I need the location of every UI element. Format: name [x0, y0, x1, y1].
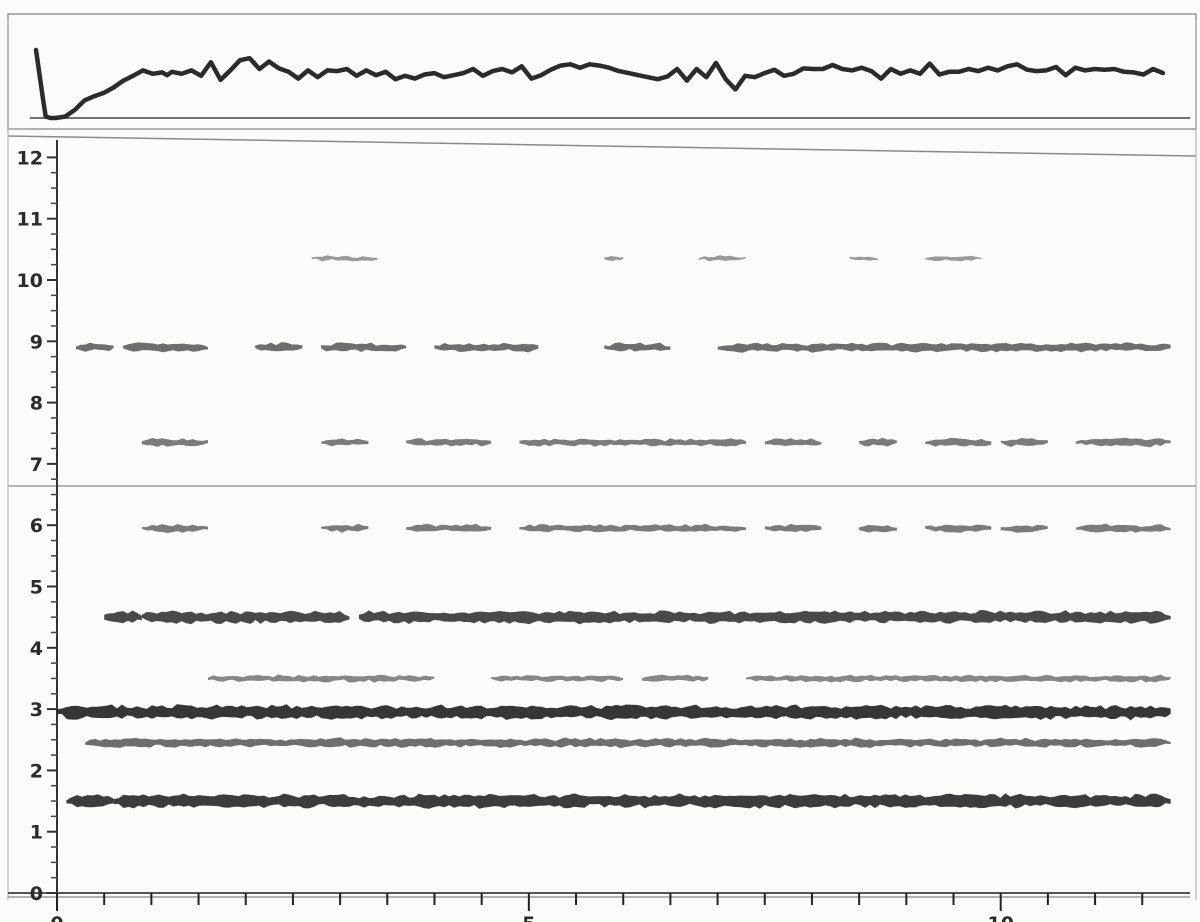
- y-tick-label: 5: [30, 577, 43, 599]
- spectral-band-5-95: [406, 523, 492, 532]
- spectral-band-4-5: [359, 610, 1171, 625]
- y-tick-label: 1: [30, 822, 43, 844]
- spectral-band-7-35: [1000, 438, 1048, 447]
- spectral-band-7-35: [1076, 437, 1171, 448]
- y-tick-label: 11: [17, 209, 43, 231]
- spectral-band-5-95: [1076, 523, 1171, 533]
- spectral-band-8-9: [434, 342, 539, 353]
- spectral-band-2-95: [57, 704, 1171, 721]
- spectral-band-8-9: [255, 342, 303, 352]
- spectral-band-7-35: [519, 438, 746, 447]
- spectral-band-7-35: [764, 438, 822, 446]
- y-tick-label: 2: [30, 760, 43, 782]
- envelope-line: [33, 47, 1166, 121]
- y-tick-label: 10: [17, 270, 43, 292]
- spectral-band-3-5: [491, 675, 624, 682]
- y-tick-label: 9: [30, 331, 43, 353]
- spectral-band-5-95: [859, 524, 897, 533]
- spectral-band-7-35: [925, 437, 992, 447]
- spectral-band-10-35: [604, 256, 624, 261]
- spectral-band-4-5: [104, 610, 142, 624]
- x-tick-label: 10: [987, 913, 1013, 922]
- spectral-band-8-9: [717, 342, 1171, 353]
- spectral-band-7-35: [141, 438, 208, 447]
- spectral-band-8-9: [321, 342, 407, 352]
- spectral-band-5-95: [141, 524, 208, 533]
- y-tick-label: 0: [30, 883, 43, 905]
- spectral-band-10-35: [698, 255, 746, 262]
- spectral-band-7-35: [406, 438, 492, 447]
- y-tick-label: 12: [17, 147, 43, 169]
- spectral-band-8-9: [604, 342, 671, 352]
- spectral-band-5-95: [1000, 524, 1048, 533]
- spectral-band-1-5: [66, 794, 114, 808]
- spectral-band-5-95: [519, 523, 746, 533]
- spectral-band-5-95: [925, 524, 992, 533]
- spectral-band-8-9: [75, 342, 114, 352]
- spectral-band-3-5: [745, 674, 1171, 683]
- spectral-band-3-5: [642, 674, 709, 682]
- spectral-band-3-5: [208, 674, 435, 683]
- spectral-band-7-35: [321, 438, 369, 447]
- y-tick-label: 4: [30, 638, 43, 660]
- spectral-band-4-5: [141, 610, 350, 625]
- x-tick-label: 0: [50, 913, 63, 922]
- spectral-band-1-5: [113, 793, 1171, 809]
- panel-divider-top: [7, 135, 1197, 157]
- y-tick-label: 8: [30, 393, 43, 415]
- y-tick-label: 6: [30, 515, 43, 537]
- x-tick-label: 5: [522, 913, 535, 922]
- spectral-band-2-45: [85, 737, 1171, 749]
- y-tick-label: 3: [30, 699, 43, 721]
- spectral-band-5-95: [764, 523, 822, 532]
- spectral-band-10-35: [311, 255, 378, 262]
- spectral-band-8-9: [123, 342, 208, 353]
- y-tick-label: 7: [30, 454, 43, 476]
- spectral-band-10-35: [925, 255, 982, 262]
- spectral-band-10-35: [849, 256, 878, 261]
- spectral-band-7-35: [859, 437, 897, 447]
- spectral-band-5-95: [321, 523, 369, 533]
